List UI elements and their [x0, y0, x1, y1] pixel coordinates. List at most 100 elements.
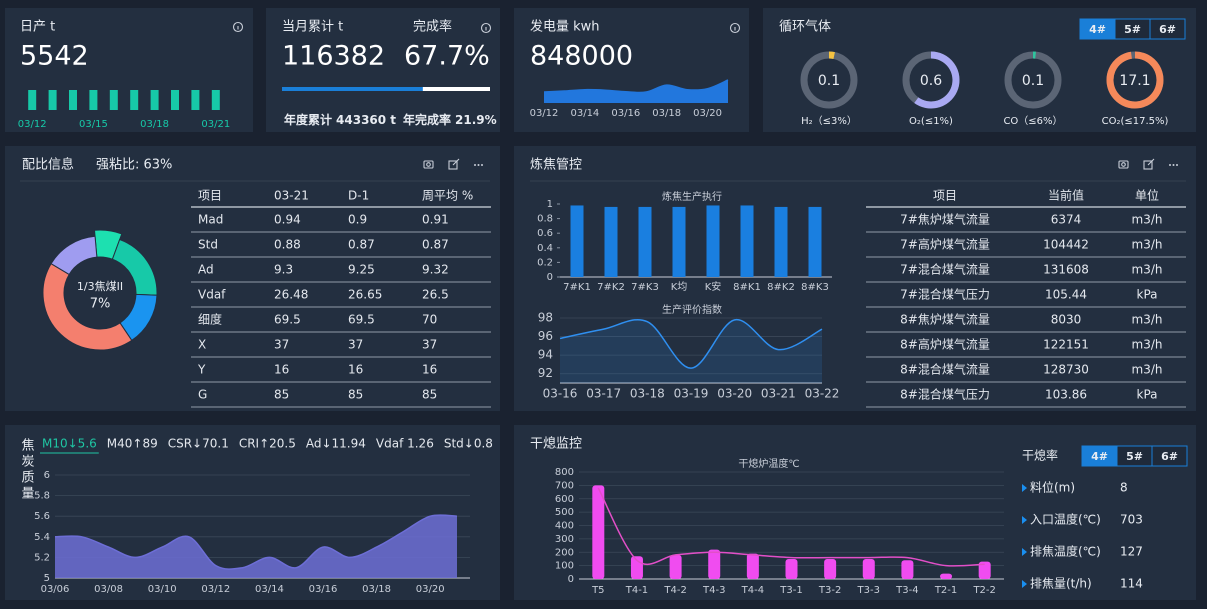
x-tick-label: 8#K2 — [767, 282, 795, 293]
y-tick-label: 400 — [555, 521, 574, 532]
x-tick-label: 03/14 — [255, 584, 284, 595]
table-cell: 7#混合煤气压力 — [900, 287, 990, 302]
table-cell: m3/h — [1132, 213, 1163, 227]
table-cell: kPa — [1137, 388, 1158, 402]
tab[interactable]: Ad↓11.94 — [306, 437, 366, 451]
table-cell: Vdaf — [198, 288, 226, 302]
table-cell: 0.94 — [274, 213, 301, 227]
table-cell: 7#高炉煤气流量 — [900, 237, 990, 252]
kpi-value: 116382 — [282, 41, 385, 72]
tab[interactable]: M10↓5.6 — [42, 437, 97, 451]
bar — [706, 205, 720, 277]
x-tick-label: 03-20 — [717, 387, 752, 401]
tab[interactable]: Vdaf 1.26 — [376, 437, 434, 451]
item-label: 排焦量(t/h) — [1030, 577, 1092, 591]
bullet — [1022, 484, 1027, 492]
table-cell: 104442 — [1043, 238, 1089, 252]
y-tick-label: 6 — [44, 470, 50, 481]
table-cell: 8#焦炉煤气流量 — [900, 312, 990, 327]
tab[interactable] — [1149, 18, 1186, 40]
gauge-label: H₂（≤3%） — [801, 115, 857, 127]
gauge-label: CO（≤6%） — [1003, 115, 1062, 127]
x-tick-label: 03-22 — [805, 387, 840, 401]
gauge-value: 0.1 — [1022, 73, 1044, 89]
x-tick-label: 03/10 — [148, 584, 177, 595]
camera-icon[interactable] — [423, 160, 434, 169]
pie-slice[interactable] — [42, 262, 133, 351]
item-label: 料位(m) — [1030, 480, 1075, 495]
x-tick-label: 03-17 — [586, 387, 621, 401]
x-tick-label: 03-16 — [543, 387, 578, 401]
info-icon[interactable] — [480, 22, 492, 34]
table-header: 单位 — [1135, 188, 1159, 203]
table-header: 项目 — [933, 189, 957, 203]
tab[interactable]: CSR↓70.1 — [168, 437, 229, 451]
table-cell: 128730 — [1043, 363, 1089, 377]
kpi-title: 日产 t — [20, 20, 55, 35]
tab[interactable]: Std↓0.8 — [444, 437, 493, 451]
y-tick-label: 5.4 — [34, 532, 50, 543]
tab[interactable]: CRI↑20.5 — [239, 437, 296, 451]
bar — [672, 206, 686, 277]
camera-icon[interactable] — [1118, 160, 1129, 169]
line — [543, 79, 729, 94]
area — [544, 80, 728, 103]
item-label: 排焦温度(℃) — [1030, 544, 1101, 559]
table-cell: Y — [197, 363, 206, 377]
table-cell: 26.65 — [348, 288, 382, 302]
bar — [669, 554, 682, 579]
share-icon[interactable] — [448, 158, 460, 170]
bar — [785, 558, 798, 579]
center-label: 1/3焦煤II — [77, 280, 123, 293]
gauge-value: 0.1 — [818, 73, 840, 89]
table-cell: Ad — [198, 263, 214, 277]
bar — [901, 560, 914, 579]
table-cell: 85 — [422, 388, 437, 402]
x-tick-label: T5 — [591, 585, 604, 596]
kpi-value: 5542 — [20, 41, 89, 72]
table-cell: 26.48 — [274, 288, 308, 302]
table-cell: 0.88 — [274, 238, 301, 252]
bar — [211, 90, 220, 110]
more-icon[interactable] — [474, 164, 483, 166]
info-icon[interactable] — [232, 21, 244, 33]
table-cell: 26.5 — [422, 288, 449, 302]
table-cell: 0.91 — [422, 213, 449, 227]
x-tick-label: 03-21 — [761, 387, 796, 401]
tab[interactable]: M40↑89 — [107, 437, 158, 451]
x-tick-label: 03/18 — [362, 584, 391, 595]
panel-title: 炼焦管控 — [530, 158, 582, 173]
x-tick-label: 03/20 — [693, 108, 722, 119]
table-header: 周平均 % — [422, 189, 473, 203]
bullet — [1022, 516, 1027, 524]
bar — [28, 90, 37, 110]
panel-title: 焦炭质量 — [19, 438, 35, 502]
table-cell: 37 — [274, 338, 289, 352]
x-tick-label: 03-19 — [674, 387, 709, 401]
tab[interactable] — [1151, 445, 1188, 467]
pie-slice[interactable] — [50, 235, 98, 276]
table-cell: 85 — [348, 388, 363, 402]
share-icon[interactable] — [1143, 158, 1155, 170]
x-tick-label: T4-3 — [702, 585, 725, 596]
x-tick-label: 03/14 — [570, 108, 599, 119]
x-tick-label: 03/20 — [416, 584, 445, 595]
table-cell: 70 — [422, 313, 437, 327]
y-tick-label: 0.4 — [537, 243, 553, 254]
table-cell: 8#混合煤气流量 — [900, 362, 990, 377]
area — [55, 515, 457, 578]
more-icon[interactable] — [1169, 164, 1178, 166]
table-cell: G — [198, 388, 207, 402]
table-cell: 8#高炉煤气流量 — [900, 337, 990, 352]
table-cell: 122151 — [1043, 338, 1089, 352]
line — [597, 487, 985, 567]
info-icon[interactable] — [729, 22, 741, 34]
gauge-label: CO₂(≤17.5%) — [1102, 116, 1169, 127]
chart-title: 干熄炉温度℃ — [738, 457, 799, 470]
bar — [109, 90, 118, 110]
bar — [69, 90, 77, 110]
x-tick-label: 03/18 — [652, 108, 681, 119]
bar — [708, 549, 721, 579]
bullet — [1022, 548, 1027, 556]
rate-title: 干熄率 — [1022, 448, 1058, 463]
